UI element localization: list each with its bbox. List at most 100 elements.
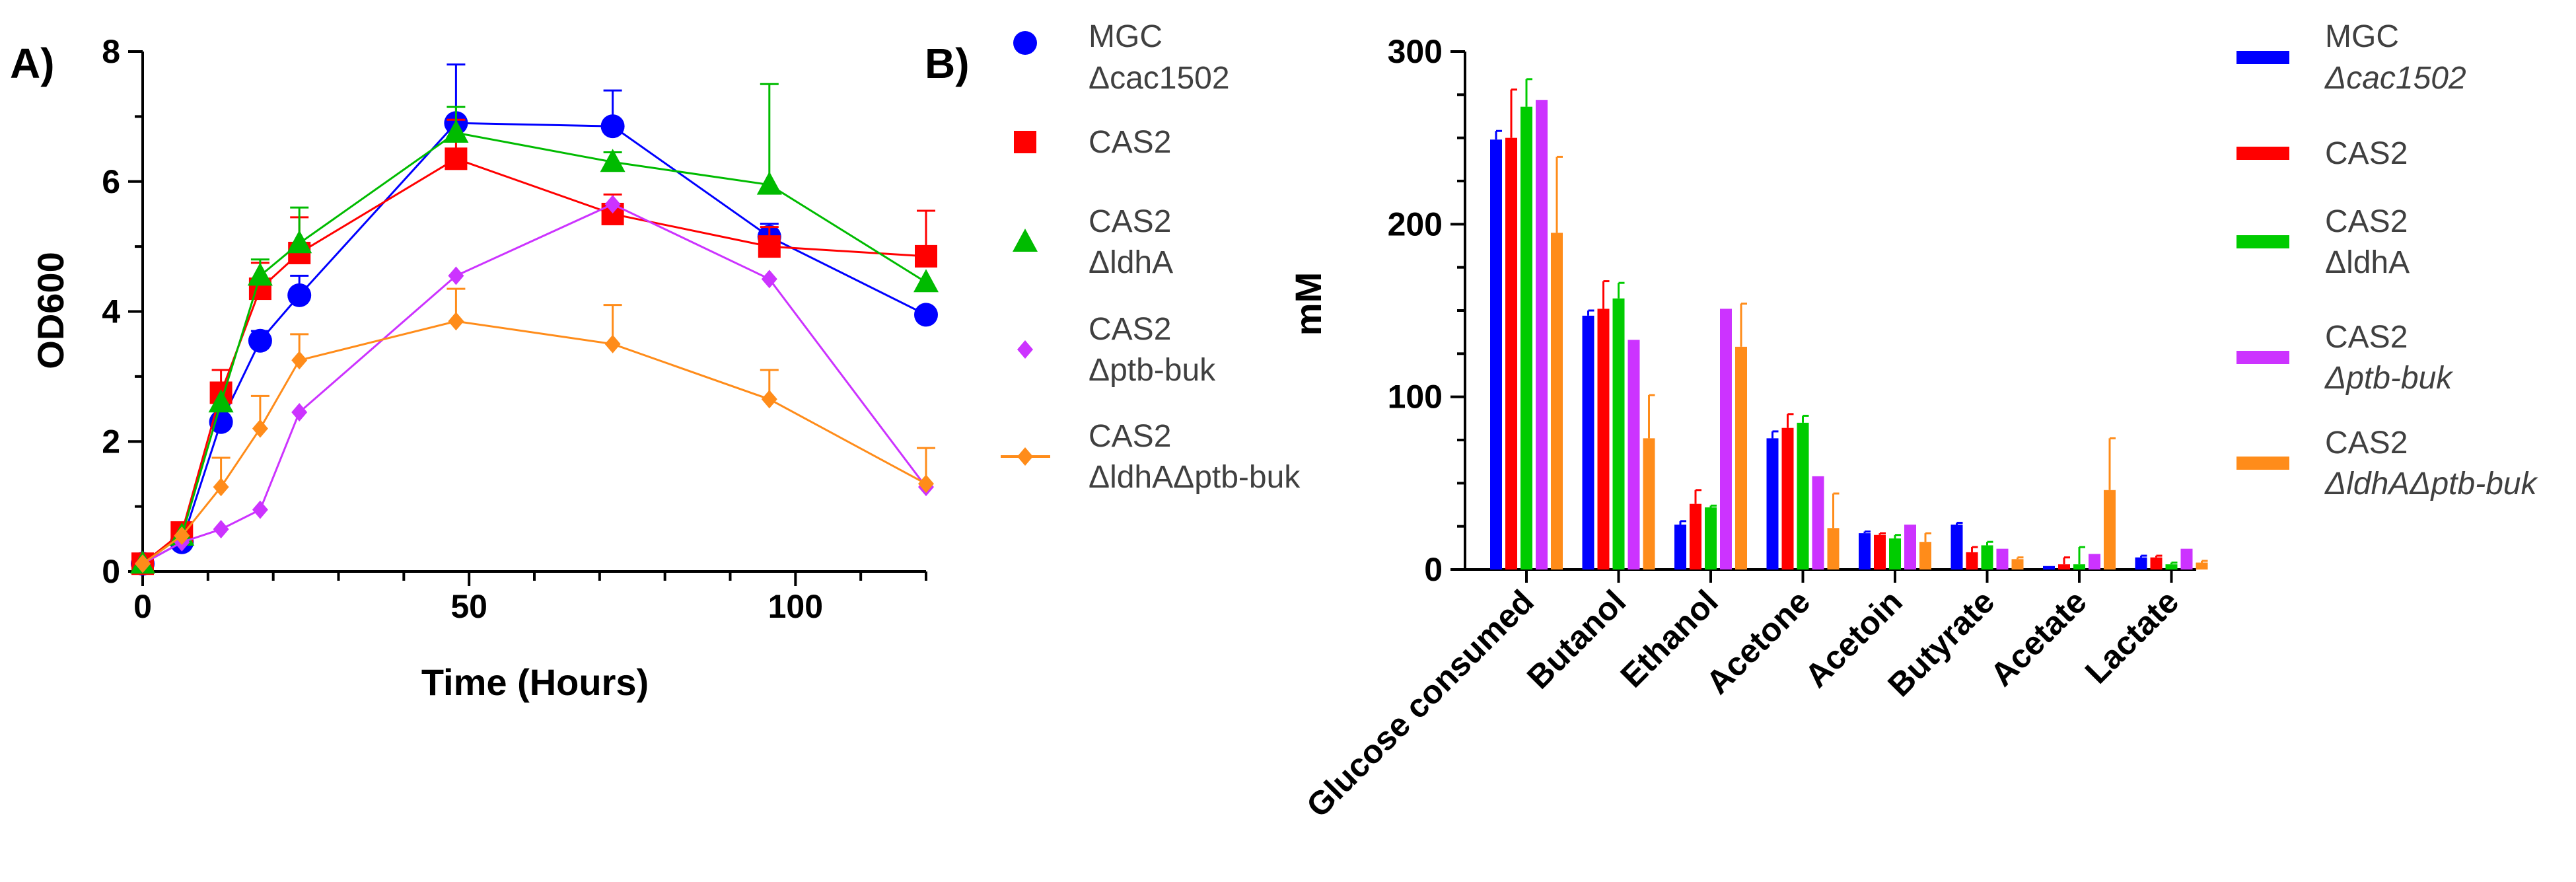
legend-item-cas2-ptb-buk: CAS2 Δptb-buk	[2236, 320, 2454, 396]
bar-glucose-consumed	[1521, 106, 1532, 570]
data-point	[918, 474, 934, 494]
y-tick-label: 0	[102, 553, 120, 590]
bar-ethanol	[1720, 309, 1732, 570]
bar-acetoin	[1859, 533, 1871, 570]
bar-glucose-consumed	[1505, 137, 1517, 570]
legend-label: Δcac1502	[1089, 61, 1230, 96]
data-point	[287, 283, 312, 307]
bar-acetone	[1827, 528, 1840, 570]
x-tick-label-lactate: Lactate	[2078, 583, 2186, 690]
legend-item-cas2-ptb-buk: CAS2 Δptb-buk	[1017, 312, 1216, 388]
data-point	[247, 262, 273, 286]
panel-a: A) OD600 Time (Hours) 0 2 4 6 8 0 50 100 MGC Δca…	[10, 19, 1301, 703]
bar-butanol	[1612, 298, 1625, 570]
y-tick-label: 300	[1388, 33, 1443, 70]
legend-label: MGC	[2325, 19, 2399, 54]
legend-label: CAS2	[1089, 419, 1171, 454]
legend-marker	[1013, 229, 1038, 252]
data-point	[914, 303, 938, 327]
panel-a-plot-area	[130, 63, 939, 576]
data-point	[756, 171, 782, 195]
panel-b-y-axis-title: mM	[1287, 272, 1329, 336]
bar-butyrate	[2011, 559, 2024, 570]
legend-label: CAS2	[1089, 125, 1171, 160]
legend-label: Δptb-buk	[1089, 353, 1216, 388]
series-cas2	[1505, 88, 2163, 570]
data-point	[604, 195, 621, 214]
data-point	[287, 230, 312, 254]
bar-acetone	[1797, 422, 1809, 570]
legend-item-mgc-cac1502: MGC Δcac1502	[2236, 19, 2466, 96]
legend-marker	[1017, 447, 1033, 466]
series-cas2-ldha	[130, 83, 939, 574]
bar-butyrate	[1996, 548, 2009, 570]
bar-butyrate	[1950, 525, 1963, 570]
legend-label: ΔldhAΔptb-buk	[1089, 460, 1301, 495]
series-line	[142, 320, 927, 565]
y-tick-label: 2	[102, 423, 120, 460]
series-cas2-ptb-buk	[135, 195, 934, 573]
bar-glucose-consumed	[1536, 100, 1548, 570]
series-cas2-ldha	[1521, 78, 2178, 570]
bar-lactate	[2135, 557, 2147, 570]
legend-marker	[1013, 31, 1037, 55]
data-point	[213, 520, 229, 539]
x-tick-label: 0	[133, 588, 152, 625]
data-point	[252, 500, 268, 519]
x-tick-label: 100	[768, 588, 823, 625]
series-cas2-ldha-ptb-buk	[135, 287, 935, 573]
legend-label: CAS2	[2325, 136, 2408, 171]
legend-label: ΔldhAΔptb-buk	[2324, 466, 2539, 501]
bar-acetone	[1766, 438, 1779, 570]
bar-lactate	[2165, 564, 2178, 570]
bar-butanol	[1628, 340, 1640, 570]
legend-swatch	[2236, 147, 2289, 160]
data-point	[445, 147, 468, 170]
bar-acetate	[2073, 564, 2085, 570]
legend-item-cas2: CAS2	[2236, 136, 2408, 171]
legend-label: CAS2	[2325, 204, 2408, 239]
legend-item-cas2: CAS2	[1014, 125, 1171, 160]
legend-item-cas2-ldha: CAS2 ΔldhA	[1013, 204, 1173, 280]
data-point	[448, 266, 464, 285]
bar-glucose-consumed	[1551, 233, 1563, 570]
data-point	[915, 244, 937, 268]
data-point	[443, 119, 469, 143]
panel-b-label: B)	[925, 40, 970, 87]
panel-a-x-axis-title: Time (Hours)	[421, 661, 649, 703]
y-tick-label: 100	[1388, 379, 1443, 416]
data-point	[135, 554, 151, 573]
data-point	[604, 334, 621, 353]
data-point	[758, 235, 781, 258]
bar-glucose-consumed	[1490, 139, 1502, 570]
data-point	[291, 402, 308, 422]
bar-butyrate	[1981, 545, 1993, 570]
x-tick-label-glucose-consumed: Glucose consumed	[1299, 583, 1541, 825]
bar-acetone	[1781, 427, 1794, 570]
panel-a-ticks: 0 2 4 6 8 0 50 100	[102, 33, 927, 625]
legend-item-mgc-cac1502: MGC Δcac1502	[1013, 19, 1230, 96]
data-point	[913, 269, 939, 293]
series-mgc-cac1502	[1490, 129, 2147, 570]
legend-swatch	[2236, 457, 2289, 470]
legend-label: CAS2	[2325, 320, 2408, 355]
bar-lactate	[2196, 562, 2208, 570]
bar-butanol	[1597, 309, 1610, 570]
bar-ethanol	[1690, 503, 1701, 570]
legend-label: MGC	[1089, 19, 1163, 54]
bar-lactate	[2180, 548, 2193, 570]
x-tick-label-butanol: Butanol	[1520, 583, 1633, 696]
bar-acetate	[2104, 490, 2116, 570]
legend-label: CAS2	[2325, 425, 2408, 460]
data-point	[761, 390, 777, 409]
y-tick-label: 0	[1424, 551, 1443, 588]
x-tick-label: 50	[450, 588, 487, 625]
series-cas2-ldha-ptb-buk	[1551, 155, 2208, 570]
series-mgc-cac1502	[131, 63, 938, 576]
legend-label: Δcac1502	[2324, 61, 2466, 96]
bar-acetoin	[1919, 542, 1931, 570]
data-point	[448, 312, 464, 331]
legend-label: CAS2	[1089, 204, 1171, 239]
bar-ethanol	[1705, 507, 1717, 570]
